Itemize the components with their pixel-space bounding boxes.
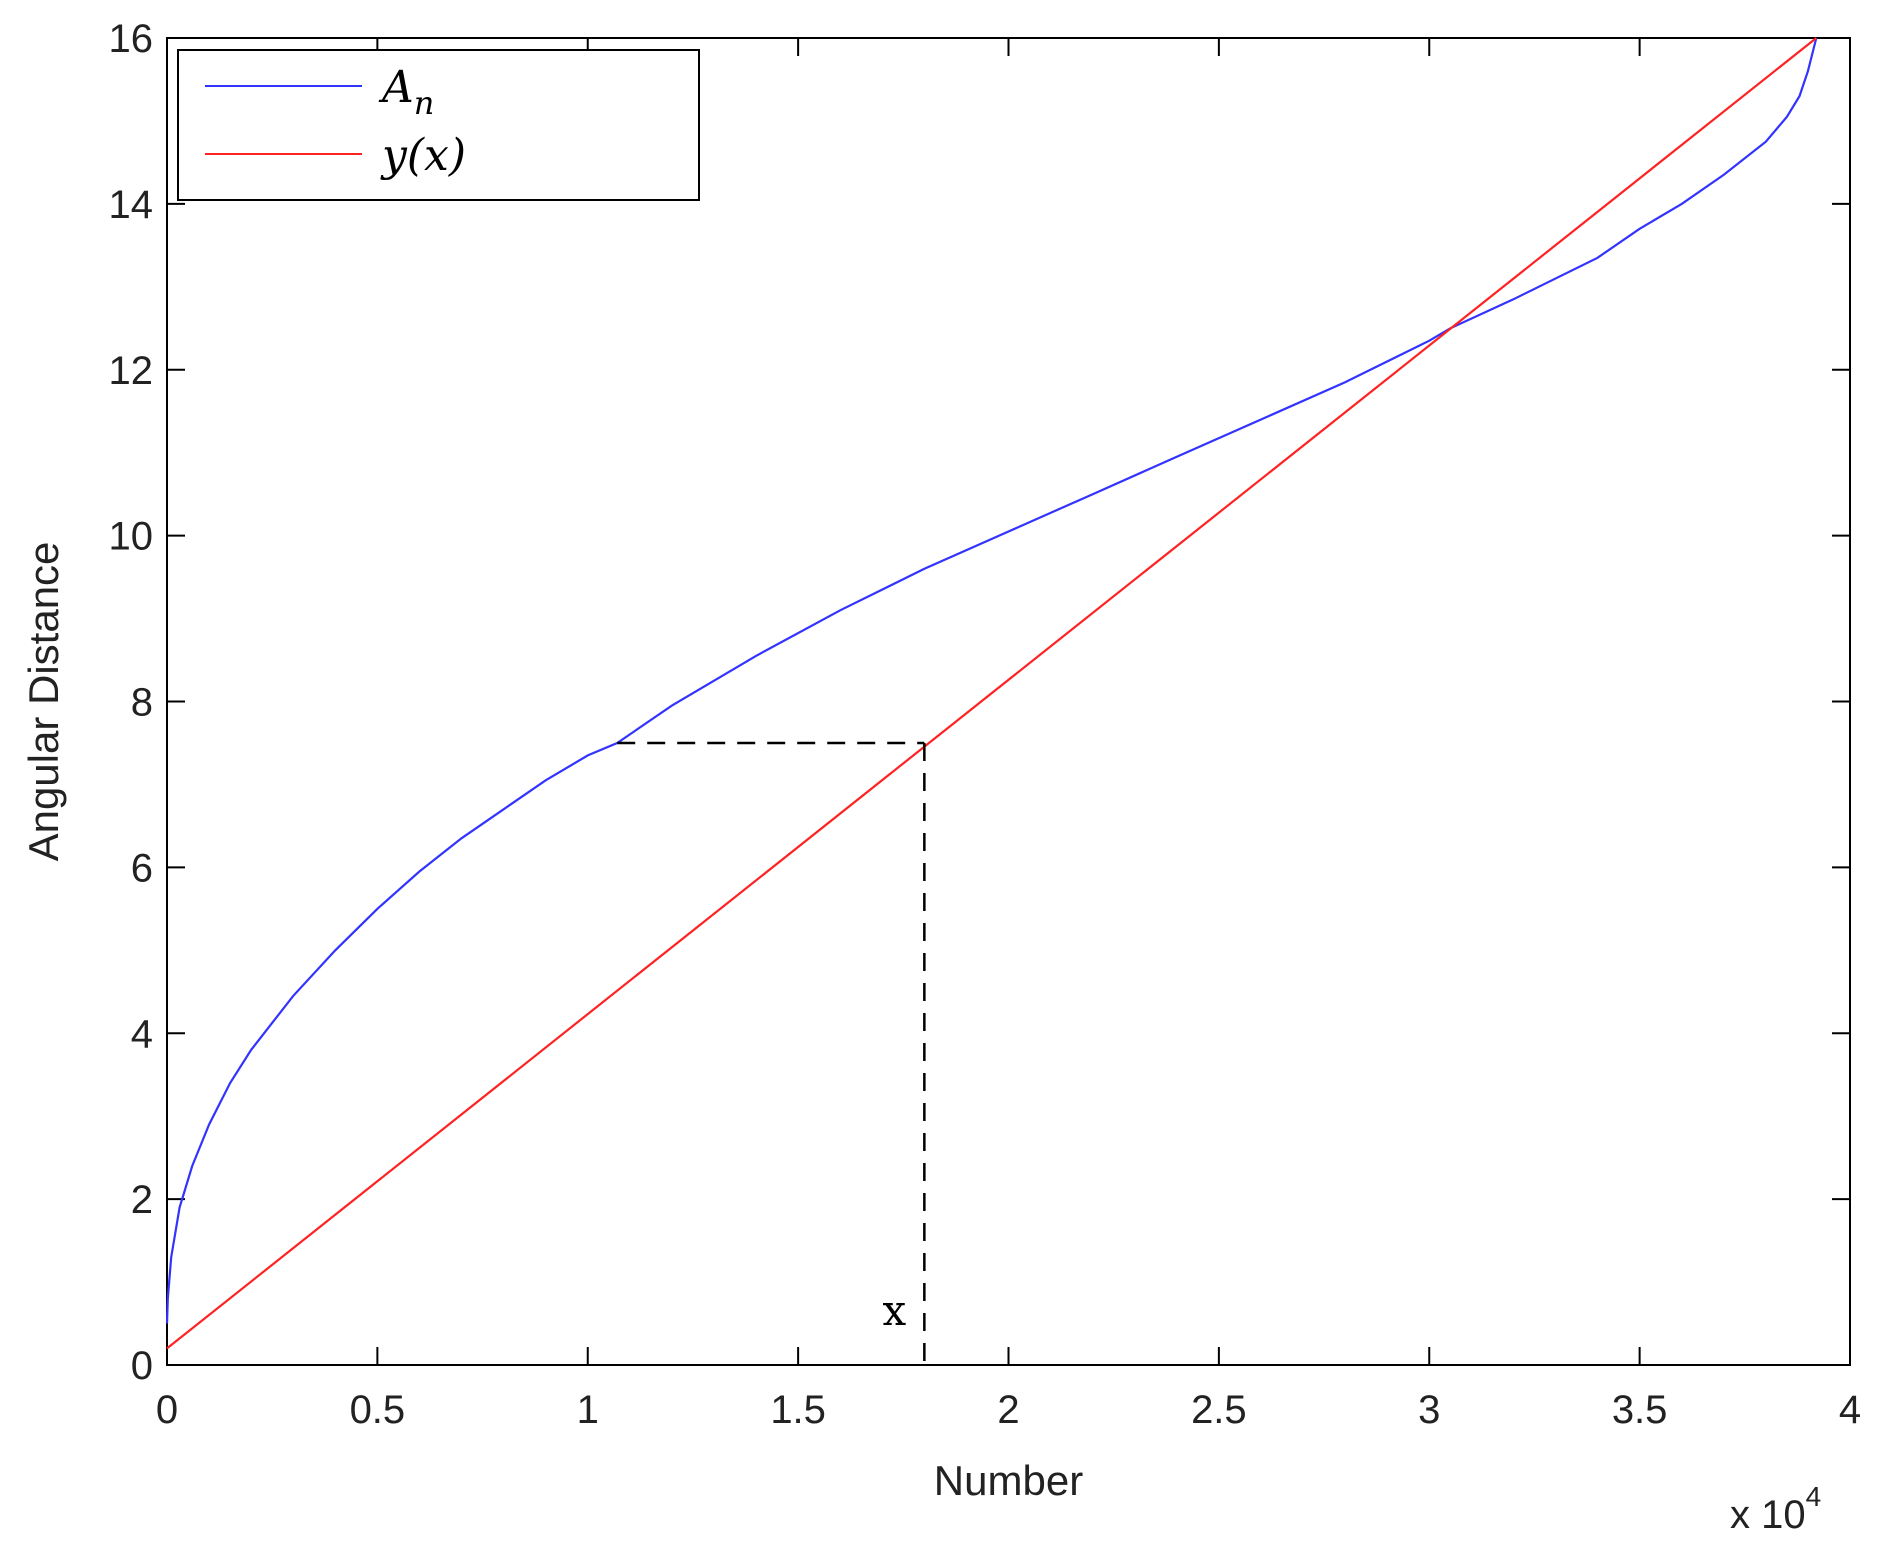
x-tick-label: 1.5: [770, 1388, 826, 1432]
y-tick-label: 10: [109, 515, 154, 559]
y-tick-label: 14: [109, 183, 154, 227]
legend-label-a-n-sub: n: [414, 84, 435, 122]
x-tick-label: 1: [577, 1388, 599, 1432]
y-tick-labels: 0 2 4 6 8 10 12 14 16: [109, 17, 154, 1388]
x-axis-multiplier: x 104: [1730, 1481, 1821, 1537]
series-line-0: [165, 37, 1818, 1324]
x-tick-labels: 0 0.5 1 1.5 2 2.5 3 3.5 4: [156, 1388, 1861, 1432]
series-layer: [165, 37, 1818, 1350]
series-line-1: [166, 37, 1817, 1350]
y-tick-label: 0: [131, 1344, 153, 1388]
x-tick-label: 2.5: [1191, 1388, 1247, 1432]
legend-box: [177, 49, 700, 201]
x-axis-multiplier-base: x 10: [1730, 1493, 1806, 1537]
y-tick-label: 12: [109, 349, 154, 393]
x-tick-label: 0.5: [350, 1388, 406, 1432]
legend-label-a-n: An: [378, 62, 434, 122]
x-axis-multiplier-exponent: 4: [1806, 1481, 1822, 1512]
y-tick-label: 8: [131, 681, 153, 725]
annotation-layer: x: [617, 741, 926, 1365]
legend: An y(x): [177, 49, 700, 201]
y-tick-label: 4: [131, 1012, 153, 1056]
x-tick-label: 2: [997, 1388, 1019, 1432]
x-axis-label: Number: [934, 1457, 1083, 1504]
legend-label-y-x: y(x): [380, 130, 466, 181]
x-tick-label: 3: [1418, 1388, 1440, 1432]
y-tick-label: 2: [131, 1178, 153, 1222]
x-tick-label: 3.5: [1612, 1388, 1668, 1432]
y-tick-label: 6: [131, 846, 153, 890]
y-tick-label: 16: [109, 17, 154, 61]
legend-label-a-n-main: A: [378, 62, 414, 113]
x-tick-label: 0: [156, 1388, 178, 1432]
plot-area: x: [165, 37, 1851, 1366]
y-axis-label: Angular Distance: [20, 542, 67, 862]
x-tick-label: 4: [1839, 1388, 1861, 1432]
annotation-x-label: x: [883, 1286, 907, 1335]
